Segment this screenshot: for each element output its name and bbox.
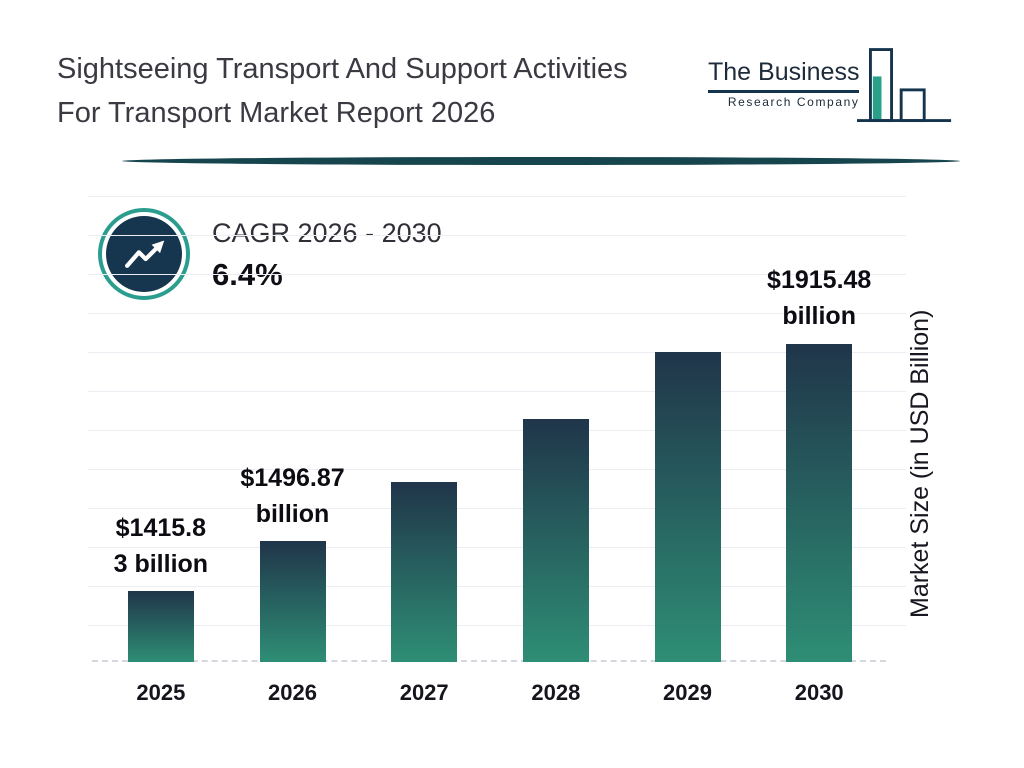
company-logo: The Business Research Company (708, 46, 953, 128)
bar-2030 (786, 343, 853, 662)
bar-2028 (522, 419, 589, 662)
bar-2026 (259, 541, 326, 662)
bar-2027 (391, 482, 458, 662)
bar-value-label-2026: $1496.87 billion (240, 463, 345, 528)
chart-gridlines (88, 196, 906, 662)
y-axis-title: Market Size (in USD Billion) (906, 309, 934, 619)
x-axis-label-2030: 2030 (794, 680, 844, 705)
logo-bars-icon (857, 48, 952, 123)
logo-text: The Business Research Company (708, 58, 860, 109)
bar-column-2028 (490, 262, 622, 662)
x-axis-label-2025: 2025 (136, 680, 186, 705)
bar-column-2026: $1496.87 billion (227, 262, 359, 662)
bar-column-2027 (358, 262, 490, 662)
report-title: Sightseeing Transport And Support Activi… (57, 53, 628, 129)
x-axis-label-2028: 2028 (531, 680, 581, 705)
bar-2025 (127, 591, 194, 662)
title-divider (122, 157, 960, 165)
x-axis: 2025 2026 2027 2028 2029 2030 (95, 680, 885, 706)
bar-2029 (654, 352, 721, 662)
x-axis-label-2029: 2029 (663, 680, 712, 705)
x-axis-label-2027: 2027 (399, 680, 449, 705)
chart-baseline (92, 660, 886, 662)
bar-column-2025: $1415.8 3 billion (95, 262, 227, 662)
bar-value-label-2030: $1915.48 billion (767, 266, 872, 331)
bar-column-2030: $1915.48 billion (753, 262, 885, 662)
logo-subname: Research Company (727, 95, 860, 109)
logo-name: The Business (708, 58, 860, 93)
bar-chart: $1415.8 3 billion $1496.87 billion $1915.48 b… (95, 262, 885, 662)
bar-value-label-2025: $1415.8 3 billion (113, 513, 209, 578)
x-axis-label-2026: 2026 (268, 680, 317, 705)
bar-column-2029 (622, 262, 754, 662)
